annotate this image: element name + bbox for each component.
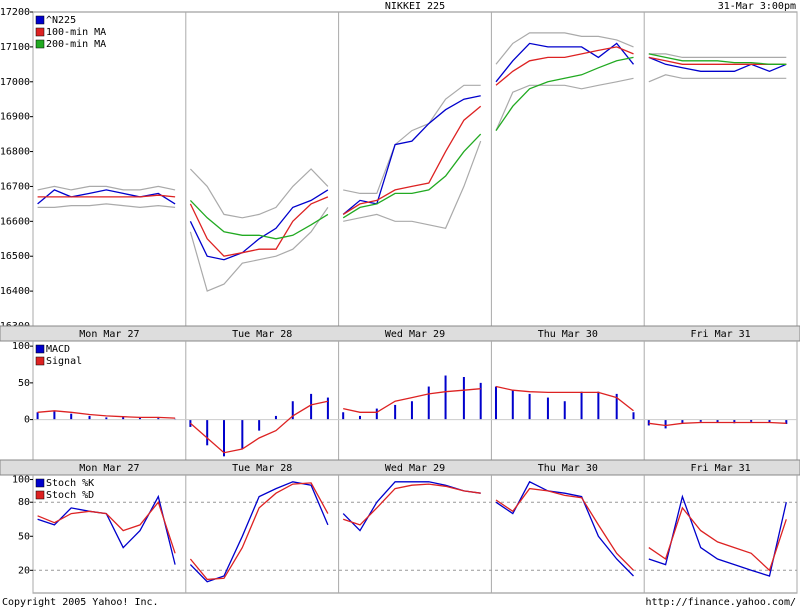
y-tick-label: 17200 xyxy=(0,7,30,18)
macd-bar xyxy=(70,413,73,420)
legend-label: ^N225 xyxy=(46,15,76,26)
macd-bar xyxy=(563,401,566,420)
legend-swatch xyxy=(35,39,45,49)
macd-bar xyxy=(785,419,788,425)
y-tick-label: 16500 xyxy=(0,251,30,262)
macd-bar xyxy=(274,415,277,420)
y-tick-label: 17100 xyxy=(0,42,30,53)
macd-bar xyxy=(157,418,160,420)
macd-bar xyxy=(258,419,261,431)
x-tick-label: Fri Mar 31 xyxy=(690,329,750,340)
x-tick-label: Wed Mar 29 xyxy=(385,463,445,474)
legend-label: 100-min MA xyxy=(46,27,106,38)
y-tick-label: 50 xyxy=(18,531,30,542)
macd-bar xyxy=(122,416,125,420)
macd-bar xyxy=(326,397,329,420)
copyright: Copyright 2005 Yahoo! Inc. xyxy=(2,597,159,608)
macd-bar xyxy=(88,415,91,420)
x-tick-label: Wed Mar 29 xyxy=(385,329,445,340)
y-tick-label: 20 xyxy=(18,565,30,576)
series-line xyxy=(37,385,787,454)
macd-bar xyxy=(36,412,39,420)
y-tick-label: 50 xyxy=(18,378,30,389)
series-line xyxy=(189,53,787,240)
y-tick-label: 16900 xyxy=(0,112,30,123)
macd-bar xyxy=(699,419,702,422)
macd-bar xyxy=(394,404,397,420)
legend-swatch xyxy=(35,344,45,354)
series-line xyxy=(37,482,787,581)
y-tick-label: 17000 xyxy=(0,77,30,88)
series-line xyxy=(37,42,787,261)
legend-label: Stoch %D xyxy=(46,490,94,501)
legend-label: 200-min MA xyxy=(46,39,106,50)
legend-swatch xyxy=(35,27,45,37)
x-tick-label: Thu Mar 30 xyxy=(538,329,598,340)
y-tick-label: 100 xyxy=(12,475,30,486)
timestamp: 31-Mar 3:00pm xyxy=(718,1,796,12)
y-tick-label: 16600 xyxy=(0,216,30,227)
macd-bar xyxy=(206,419,209,446)
y-tick-label: 16700 xyxy=(0,181,30,192)
x-tick-label: Mon Mar 27 xyxy=(79,463,139,474)
macd-bar xyxy=(241,419,244,449)
x-tick-label: Tue Mar 28 xyxy=(232,463,292,474)
macd-bar xyxy=(375,408,378,420)
macd-bar xyxy=(358,415,361,420)
macd-bar xyxy=(462,376,465,420)
legend-swatch xyxy=(35,478,45,488)
legend-label: MACD xyxy=(46,344,70,355)
macd-bar xyxy=(138,417,141,420)
macd-bar xyxy=(716,419,719,423)
macd-bar xyxy=(580,391,583,420)
macd-bar xyxy=(479,382,482,420)
macd-bar xyxy=(647,419,650,426)
macd-bar xyxy=(291,401,294,420)
y-tick-label: 80 xyxy=(18,497,30,508)
x-tick-label: Thu Mar 30 xyxy=(538,463,598,474)
macd-bar xyxy=(494,386,497,420)
macd-bar xyxy=(664,419,667,429)
macd-bar xyxy=(733,419,736,424)
macd-bar xyxy=(750,419,753,422)
macd-bar xyxy=(632,412,635,420)
macd-bar xyxy=(427,386,430,420)
y-tick-label: 100 xyxy=(12,341,30,352)
macd-bar xyxy=(53,410,56,420)
y-tick-label: 16800 xyxy=(0,147,30,158)
x-tick-label: Fri Mar 31 xyxy=(690,463,750,474)
macd-bar xyxy=(768,419,771,423)
legend-swatch xyxy=(35,15,45,25)
macd-bar xyxy=(342,412,345,420)
y-tick-label: 0 xyxy=(24,415,30,426)
macd-bar xyxy=(615,393,618,420)
legend-label: Stoch %K xyxy=(46,478,94,489)
lower-band xyxy=(37,74,787,292)
legend-swatch xyxy=(35,490,45,500)
macd-bar xyxy=(511,390,514,420)
y-tick-label: 16400 xyxy=(0,286,30,297)
source: http://finance.yahoo.com/ xyxy=(645,597,796,608)
macd-bar xyxy=(105,417,108,420)
macd-bar xyxy=(223,419,225,457)
macd-bar xyxy=(189,419,192,427)
legend-swatch xyxy=(35,356,45,366)
x-tick-label: Tue Mar 28 xyxy=(232,329,292,340)
macd-bar xyxy=(444,375,447,420)
legend-label: Signal xyxy=(46,356,82,367)
macd-bar xyxy=(528,393,531,420)
upper-band xyxy=(37,32,787,219)
x-tick-label: Mon Mar 27 xyxy=(79,329,139,340)
macd-bar xyxy=(681,419,684,424)
macd-bar xyxy=(546,397,549,420)
chart-title: NIKKEI 225 xyxy=(385,1,445,12)
series-line xyxy=(37,46,787,257)
macd-bar xyxy=(597,391,600,420)
macd-bar xyxy=(410,401,413,420)
macd-bar xyxy=(310,393,313,420)
